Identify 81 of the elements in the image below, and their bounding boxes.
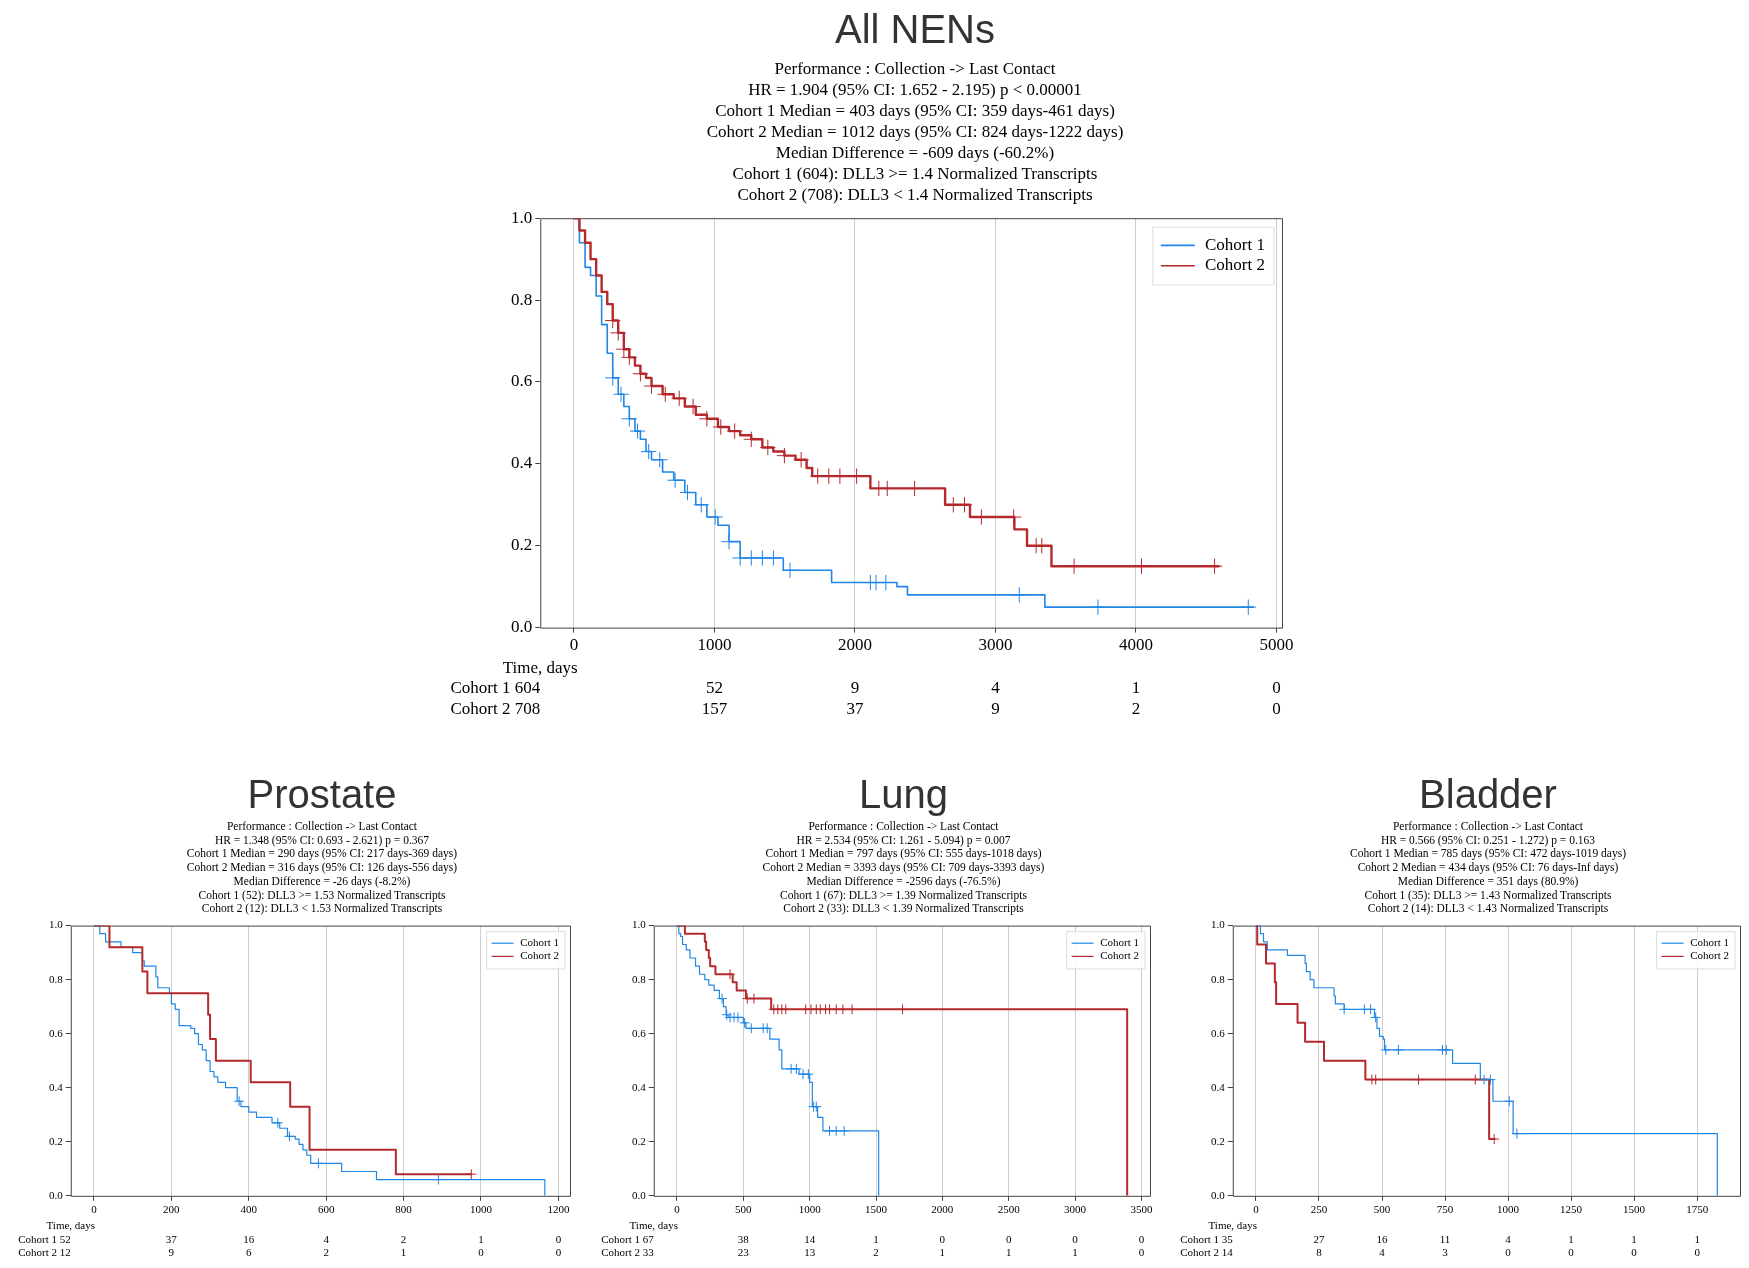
chart-subtitle: Performance : Collection -> Last Contact HR = 2.534 (95% CI: 1.261 - 5.094) p = 0.007 Cohort 1 Median = 797 days (95% CI: 555 days-1018 days) Cohort 2 Median = 3393 days (95% CI: 709 days-3393 days) Median Difference = -2596 days (-76.5%) Cohort 1 (67): DLL3 >= 1.39 Normalized Transcripts Cohort 2 (33): DLL3 < 1.39 Normalized Transcripts [761, 820, 1046, 916]
x-tick-label: 1000 [469, 1203, 493, 1216]
y-tick-label: 0.6 [511, 371, 533, 391]
text: Cohort 2 708 157 37 9 2 0 [450, 698, 1281, 718]
text: Cohort 1 67 38 14 1 0 0 0 0 [601, 1232, 1145, 1245]
y-tick-label: 0.4 [49, 1080, 64, 1093]
legend-label: Cohort 1 [1690, 936, 1730, 949]
chart-title: All NENs [834, 6, 996, 53]
x-tick-label: 2000 [837, 635, 872, 655]
y-tick-label: 0.0 [511, 617, 533, 637]
y-tick-label: 0.8 [511, 289, 533, 309]
y-tick-label: 0.8 [1211, 972, 1226, 985]
legend-label: Cohort 2 [1205, 255, 1266, 275]
x-tick-label: 600 [317, 1203, 335, 1216]
legend-label: Cohort 1 [1205, 234, 1266, 254]
x-tick-label: 3000 [1064, 1203, 1087, 1216]
chart-subtitle: Performance : Collection -> Last Contact HR = 1.348 (95% CI: 0.693 - 2.621) p = 0.367 Cohort 1 Median = 290 days (95% CI: 217 days-369 days) Cohort 2 Median = 316 days (95% CI: 126 days-556 days) Median Difference = -26 days (-8.2%) Cohort 1 (52): DLL3 >= 1.53 Normalized Transcripts Cohort 2 (12): DLL3 < 1.53 Normalized Transcripts [185, 820, 459, 916]
chart-title: Bladder [1418, 771, 1558, 818]
legend-label: Cohort 2 [520, 949, 560, 962]
x-axis-title: Time, days [1208, 1219, 1257, 1232]
x-tick-label: 0 [91, 1203, 98, 1216]
y-tick-label: 0.8 [632, 972, 647, 985]
y-tick-label: 0.0 [49, 1188, 64, 1201]
x-tick-label: 1500 [865, 1203, 888, 1216]
x-tick-label: 0 [569, 635, 579, 655]
x-tick-label: 4000 [1118, 635, 1153, 655]
x-tick-label: 800 [395, 1203, 413, 1216]
x-tick-label: 1500 [1623, 1203, 1646, 1216]
y-tick-label: 0.0 [1211, 1188, 1226, 1201]
x-tick-label: 2500 [997, 1203, 1021, 1216]
x-tick-label: 1000 [1497, 1203, 1520, 1216]
x-tick-label: 2000 [931, 1203, 954, 1216]
y-tick-label: 0.4 [511, 453, 533, 473]
x-tick-label: 250 [1310, 1203, 1328, 1216]
text: Cohort 2 12 9 6 2 1 0 0 [18, 1245, 562, 1258]
y-tick-label: 1.0 [1211, 918, 1226, 931]
text: Cohort 1 52 37 16 4 2 1 0 [18, 1232, 562, 1245]
x-tick-label: 200 [163, 1203, 181, 1216]
legend-label: Cohort 1 [1100, 936, 1140, 949]
x-tick-label: 400 [240, 1203, 258, 1216]
y-tick-label: 0.2 [632, 1134, 646, 1147]
x-tick-label: 500 [1373, 1203, 1391, 1216]
y-tick-label: 0.0 [632, 1188, 647, 1201]
y-tick-label: 0.6 [49, 1026, 64, 1039]
y-tick-label: 1.0 [511, 207, 533, 227]
x-tick-label: 1200 [547, 1203, 570, 1216]
x-axis-title: Time, days [629, 1219, 678, 1232]
x-tick-label: 3500 [1130, 1203, 1153, 1216]
y-tick-label: 0.2 [49, 1134, 63, 1147]
x-tick-label: 750 [1436, 1203, 1454, 1216]
y-tick-label: 0.4 [632, 1080, 647, 1093]
y-tick-label: 0.6 [1211, 1026, 1226, 1039]
text: Cohort 2 14 8 4 3 0 0 0 0 [1180, 1245, 1700, 1258]
y-tick-label: 0.8 [49, 972, 64, 985]
x-tick-label: 1250 [1560, 1203, 1583, 1216]
y-tick-label: 0.6 [632, 1026, 647, 1039]
y-tick-label: 1.0 [632, 918, 647, 931]
x-axis-title: Time, days [502, 657, 578, 677]
y-tick-label: 1.0 [49, 918, 64, 931]
x-tick-label: 5000 [1259, 635, 1294, 655]
x-tick-label: 0 [674, 1203, 681, 1216]
x-axis-title: Time, days [46, 1219, 95, 1232]
y-tick-label: 0.4 [1211, 1080, 1226, 1093]
legend-label: Cohort 2 [1100, 949, 1140, 962]
legend-label: Cohort 2 [1690, 949, 1730, 962]
x-tick-label: 1000 [798, 1203, 822, 1216]
x-tick-label: 1000 [697, 635, 732, 655]
y-tick-label: 0.2 [1211, 1134, 1225, 1147]
legend-label: Cohort 1 [520, 936, 560, 949]
text: Cohort 1 604 52 9 4 1 0 [450, 678, 1281, 698]
chart-subtitle: Performance : Collection -> Last Contact HR = 1.904 (95% CI: 1.652 - 2.195) p < 0.00001 Cohort 1 Median = 403 days (95% CI: 359 days-461 days) Cohort 2 Median = 1012 days (95% CI: 824 days-1222 days) Median Difference = -609 days (-60.2%) Cohort 1 (604): DLL3 >= 1.4 Normalized Transcripts Cohort 2 (708): DLL3 < 1.4 Normalized Transcripts [705, 58, 1125, 205]
chart-subtitle: Performance : Collection -> Last Contact HR = 0.566 (95% CI: 0.251 - 1.272) p = 0.163 Cohort 1 Median = 785 days (95% CI: 472 days-1019 days) Cohort 2 Median = 434 days (95% CI: 76 days-Inf days) Median Difference = 351 days (80.9%) Cohort 1 (35): DLL3 >= 1.43 Normalized Transcripts Cohort 2 (14): DLL3 < 1.43 Normalized Transcripts [1348, 820, 1628, 916]
x-tick-label: 0 [1253, 1203, 1260, 1216]
text: Cohort 1 35 27 16 11 4 1 1 1 [1180, 1232, 1700, 1245]
x-tick-label: 1750 [1686, 1203, 1709, 1216]
chart-title: Lung [858, 771, 949, 818]
chart-title: Prostate [246, 771, 398, 818]
text: Cohort 2 33 23 13 2 1 1 1 0 [601, 1245, 1145, 1258]
x-tick-label: 500 [735, 1203, 753, 1216]
y-tick-label: 0.2 [511, 535, 533, 555]
x-tick-label: 3000 [978, 635, 1013, 655]
